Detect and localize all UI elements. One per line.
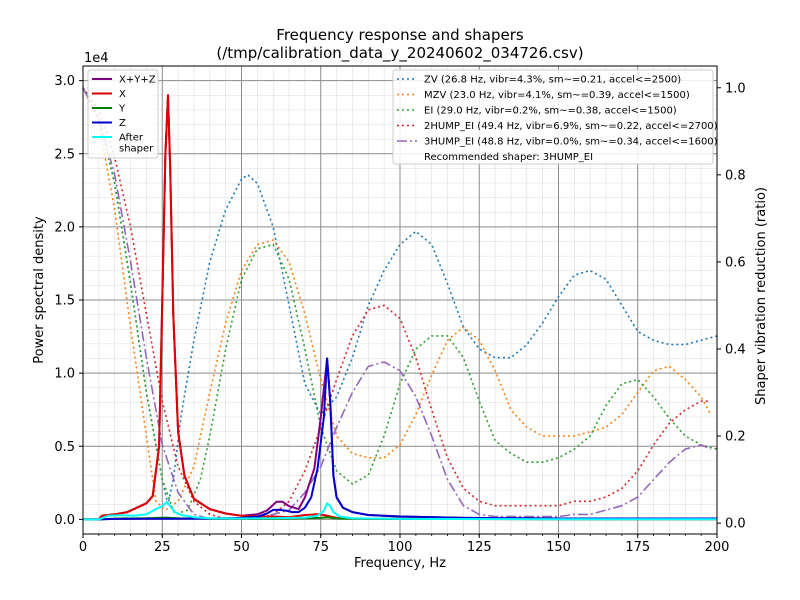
y2-tick-label: 0.6 [725, 255, 746, 270]
legend-label: MZV (23.0 Hz, vibr=4.1%, sm~=0.39, accel… [424, 90, 690, 101]
legend-label: 3HUMP_EI (48.8 Hz, vibr=0.0%, sm~=0.34, … [424, 137, 718, 148]
y2-tick-label: 0.4 [725, 342, 746, 357]
psd-curve [83, 94, 717, 521]
shaper-curve [82, 87, 712, 520]
legend-label: Z [119, 118, 126, 129]
x-axis-label: Frequency, Hz [354, 556, 446, 571]
y-tick-label: 1.5 [54, 294, 75, 309]
x-tick-label: 175 [625, 540, 650, 555]
shaper-legend-box [392, 69, 714, 165]
legend-label: Y [118, 104, 126, 115]
x-tick-label: 0 [79, 540, 87, 555]
y-tick-label: 2.5 [54, 147, 75, 162]
legend-label-line: X [119, 89, 126, 100]
chart-subtitle: (/tmp/calibration_data_y_20240602_034726… [216, 44, 583, 63]
y2-tick-label: 0.2 [725, 430, 746, 445]
y-tick-label: 2.0 [54, 220, 75, 235]
y2-tick-label: 0.0 [725, 517, 746, 532]
psd-legend: X+Y+Z XYZ After shaper [87, 69, 159, 159]
x-tick-label: 50 [233, 540, 250, 555]
legend-label: ZV (26.8 Hz, vibr=4.3%, sm~=0.21, accel<… [424, 75, 681, 86]
legend-label-line: shaper [119, 144, 154, 155]
y-offset-text: 1e4 [84, 51, 109, 66]
x-tick-label: 75 [312, 540, 329, 555]
chart-title: Frequency response and shapers [276, 26, 524, 44]
x-tick-label: 25 [154, 540, 171, 555]
legend-label-line: X+Y+Z [119, 75, 156, 86]
x-tick-label: 150 [546, 540, 571, 555]
shaper-curve [82, 87, 711, 520]
y2-axis-label: Shaper vibration reduction (ratio) [754, 187, 769, 405]
shaper-curve [82, 87, 712, 512]
legend-label: Recommended shaper: 3HUMP_EI [424, 152, 593, 163]
legend-label: After shaper [119, 133, 154, 155]
legend-label-line: Y [118, 104, 126, 115]
y2-tick-label: 0.8 [725, 168, 746, 183]
legend-label: X [119, 89, 126, 100]
x-tick-label: 125 [467, 540, 492, 555]
x-tick-label: 100 [388, 540, 413, 555]
legend-label: EI (29.0 Hz, vibr=0.2%, sm~=0.38, accel<… [424, 106, 677, 117]
legend-label-line: Z [119, 118, 126, 129]
x-tick-label: 200 [705, 540, 730, 555]
y2-tick-label: 1.0 [725, 81, 746, 96]
legend-label-line: After [119, 133, 144, 144]
y-axis-label: Power spectral density [32, 216, 47, 364]
y-tick-label: 0.0 [54, 513, 75, 528]
legend-label: 2HUMP_EI (49.4 Hz, vibr=6.9%, sm~=0.22, … [424, 121, 718, 132]
plot-area [82, 87, 718, 521]
shaper-curve [82, 87, 718, 516]
axes: 0 25 50 75 100 125 150 175 200 0.0 0.5 1.0 1.5 2.0 2.5… [54, 65, 746, 555]
y-tick-label: 3.0 [54, 74, 75, 89]
y-tick-label: 1.0 [54, 367, 75, 382]
y-tick-label: 0.5 [54, 440, 75, 455]
psd-curve [83, 500, 718, 521]
shaper-legend: ZV (26.8 Hz, vibr=4.3%, sm~=0.21, accel<… [392, 69, 718, 165]
legend-label: X+Y+Z [119, 75, 156, 86]
